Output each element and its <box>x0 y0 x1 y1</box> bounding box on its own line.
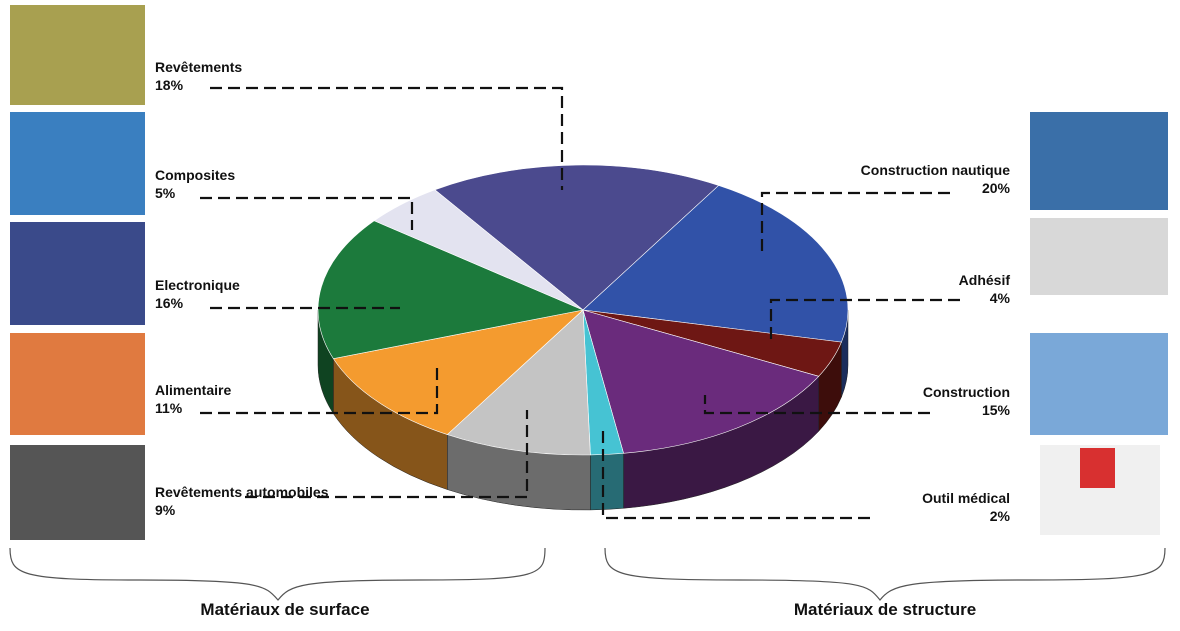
photo <box>1030 333 1168 435</box>
slice-label: Revêtements automobiles <box>155 484 329 500</box>
value-label: 4% <box>990 290 1011 306</box>
brace <box>10 548 545 600</box>
group-label: Matériaux de structure <box>794 600 976 619</box>
photo <box>1030 218 1168 295</box>
value-label: 15% <box>982 402 1011 418</box>
value-label: 11% <box>155 400 183 416</box>
value-label: 18% <box>155 77 184 93</box>
slice-label: Revêtements <box>155 59 242 75</box>
photo <box>10 112 145 215</box>
slice-side <box>590 453 623 510</box>
photo <box>10 445 145 540</box>
photo <box>1030 112 1168 210</box>
value-label: 5% <box>155 185 176 201</box>
photo <box>10 5 145 105</box>
slice-label: Construction <box>923 384 1010 400</box>
slice-label: Outil médical <box>922 490 1010 506</box>
slice-label: Electronique <box>155 277 240 293</box>
photo <box>10 333 145 435</box>
brace <box>605 548 1165 600</box>
chart: Matériaux de surface Matériaux de struct… <box>0 0 1180 626</box>
value-label: 16% <box>155 295 184 311</box>
slice-label: Composites <box>155 167 235 183</box>
group-label: Matériaux de surface <box>200 600 369 619</box>
value-label: 9% <box>155 502 176 518</box>
value-label: 2% <box>990 508 1011 524</box>
photo <box>1080 448 1115 488</box>
slice-label: Construction nautique <box>861 162 1011 178</box>
value-label: 20% <box>982 180 1011 196</box>
slice-label: Adhésif <box>959 272 1011 288</box>
photo <box>10 222 145 325</box>
slice-label: Alimentaire <box>155 382 231 398</box>
